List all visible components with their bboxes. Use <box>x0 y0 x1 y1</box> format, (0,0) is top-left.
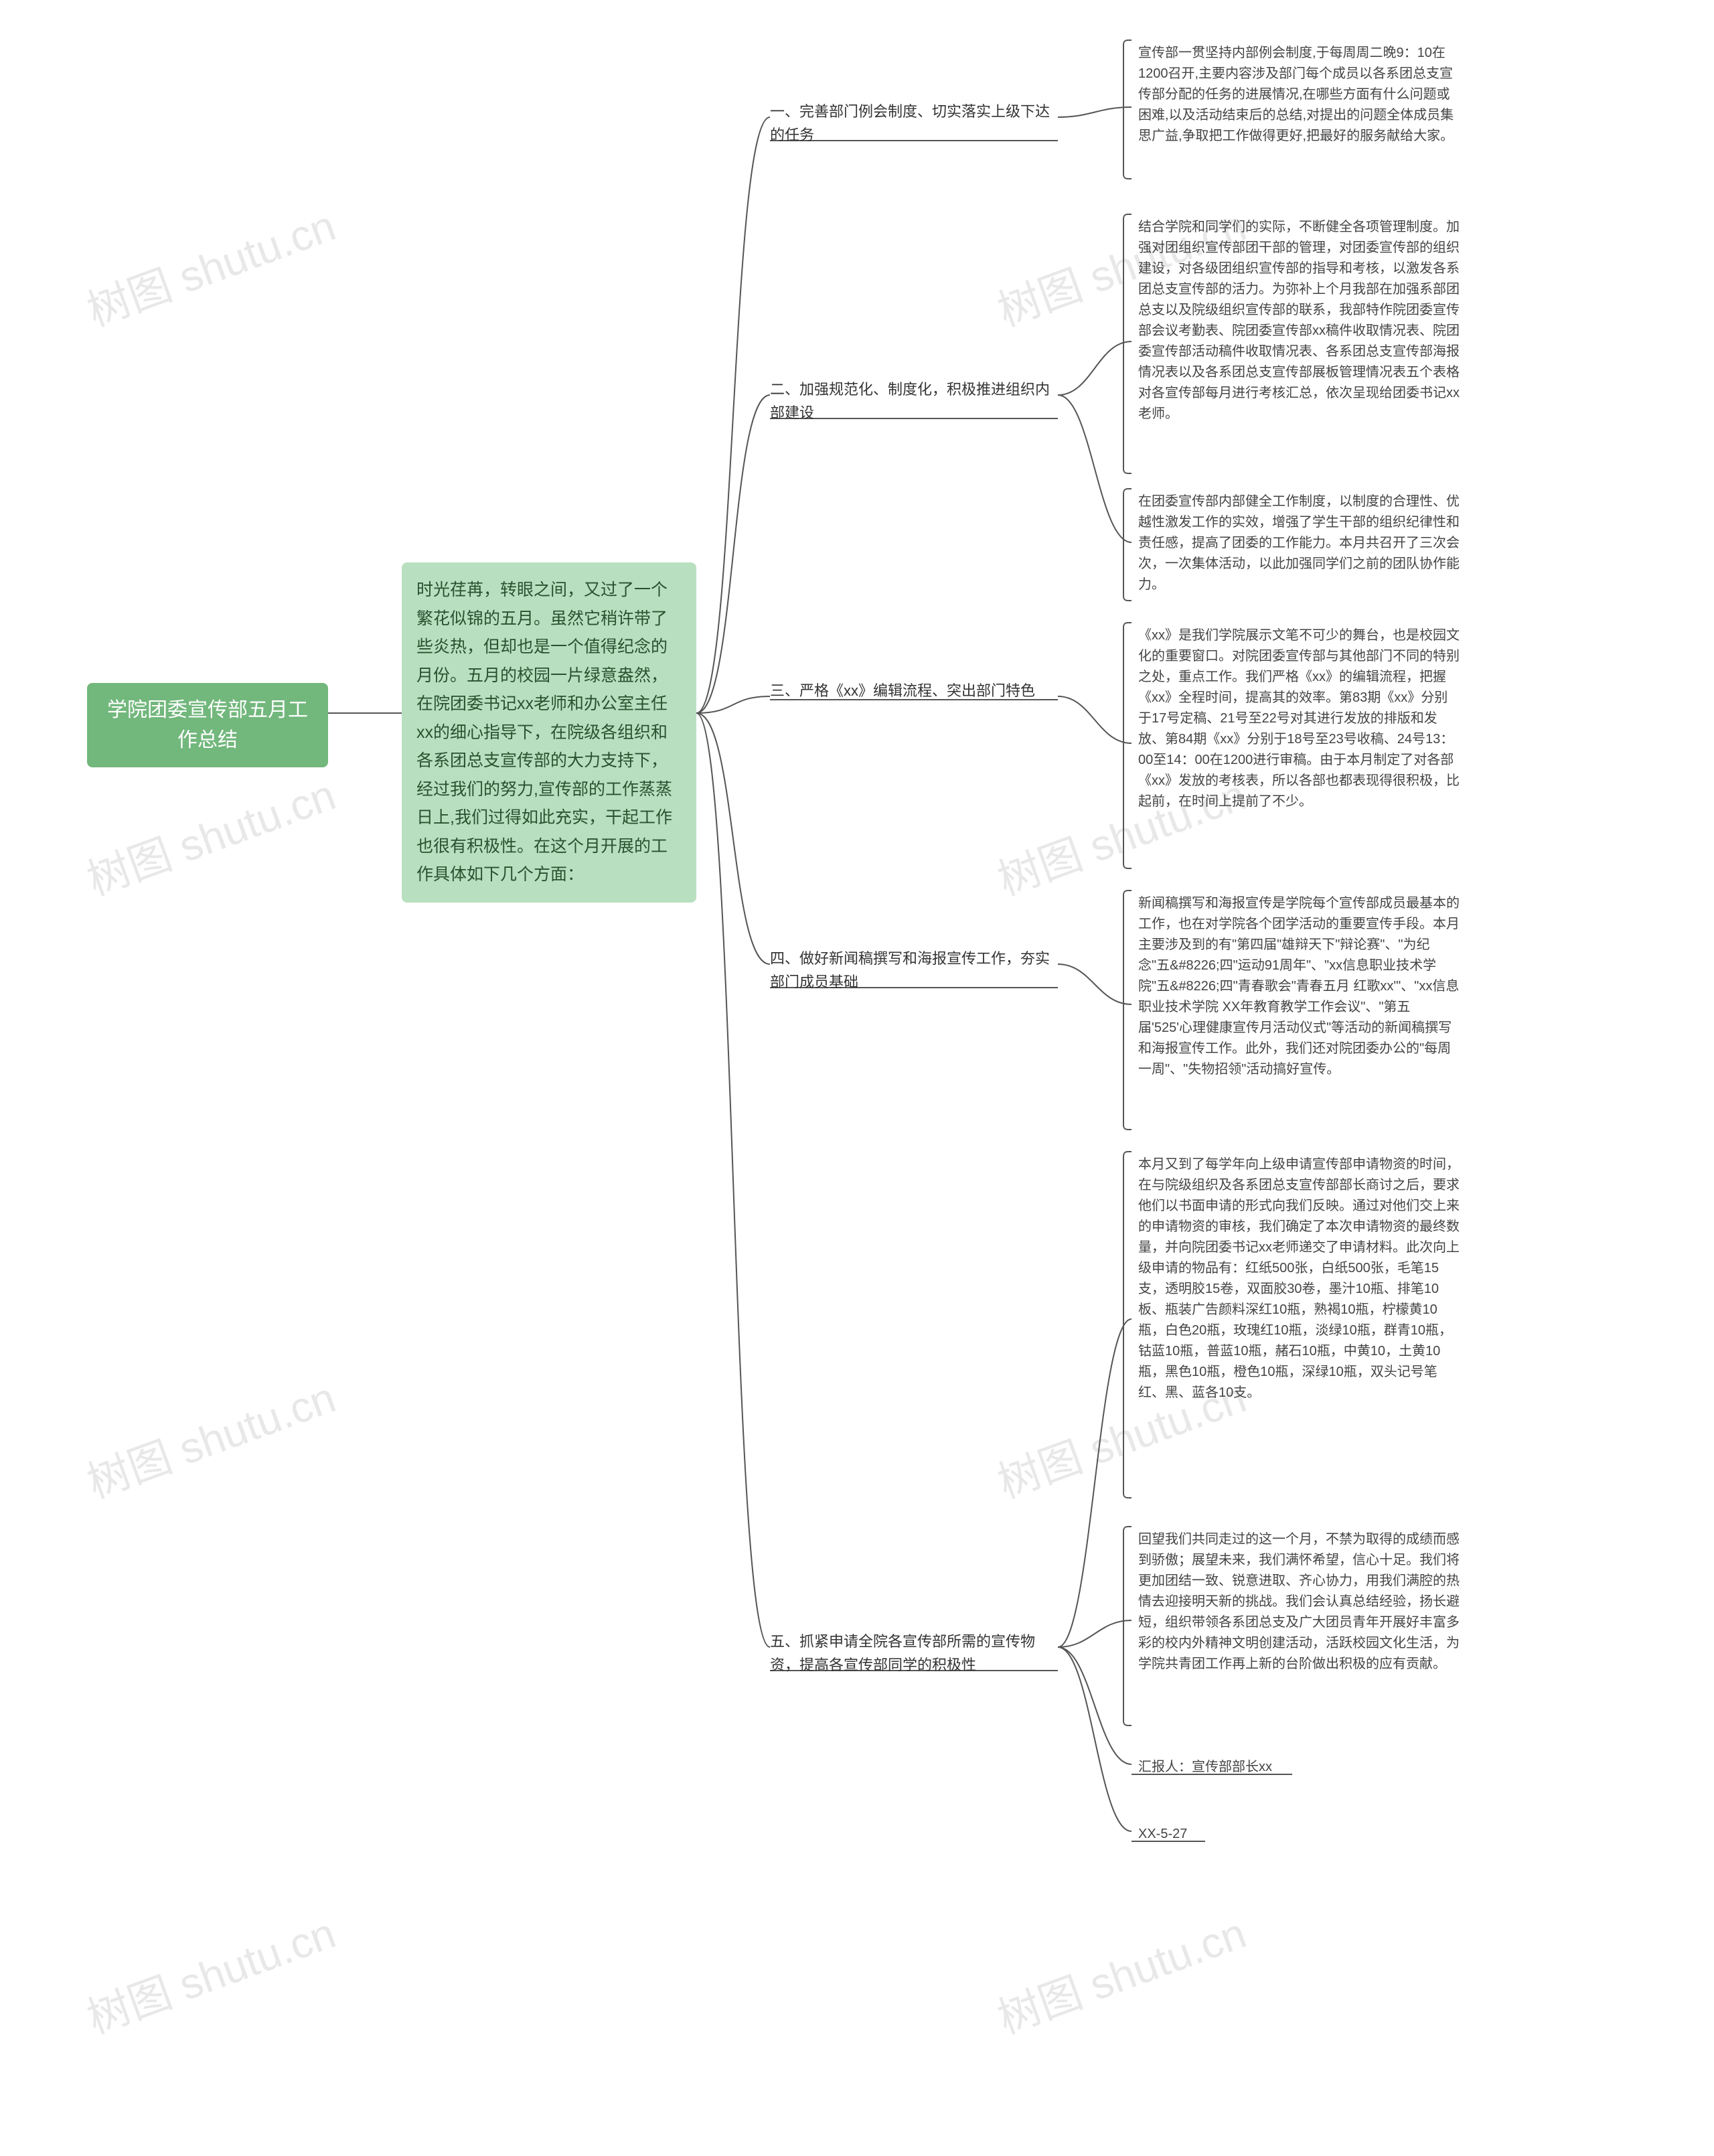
watermark: 树图 shutu.cn <box>78 1899 343 2046</box>
mindmap-leaf[interactable]: 新闻稿撰写和海报宣传是学院每个宣传部成员最基本的工作，也在对学院各个团学活动的重… <box>1138 891 1460 1083</box>
watermark: 树图 shutu.cn <box>78 1363 343 1510</box>
mindmap-leaf[interactable]: 回望我们共同走过的这一个月，不禁为取得的成绩而感到骄傲；展望未来，我们满怀希望，… <box>1138 1527 1460 1677</box>
watermark: 树图 shutu.cn <box>78 191 343 338</box>
mindmap-intro[interactable]: 时光荏苒，转眼之间，又过了一个繁花似锦的五月。虽然它稍许带了些炎热，但却也是一个… <box>402 562 696 903</box>
watermark: 树图 shutu.cn <box>78 761 343 907</box>
mindmap-leaf[interactable]: 宣传部一贯坚持内部例会制度,于每周周二晚9：10在1200召开,主要内容涉及部门… <box>1138 40 1460 149</box>
mindmap-leaf[interactable]: 在团委宣传部内部健全工作制度，以制度的合理性、优越性激发工作的实效，增强了学生干… <box>1138 489 1460 598</box>
mindmap-section-1[interactable]: 一、完善部门例会制度、切实落实上级下达的任务 <box>770 97 1058 149</box>
mindmap-leaf[interactable]: 《xx》是我们学院展示文笔不可少的舞台，也是校园文化的重要窗口。对院团委宣传部与… <box>1138 623 1460 815</box>
mindmap-section-4[interactable]: 四、做好新闻稿撰写和海报宣传工作，夯实部门成员基础 <box>770 944 1058 996</box>
mindmap-section-2[interactable]: 二、加强规范化、制度化，积极推进组织内部建设 <box>770 375 1058 427</box>
mindmap-section-3[interactable]: 三、严格《xx》编辑流程、突出部门特色 <box>770 676 1058 705</box>
mindmap-leaf[interactable]: 本月又到了每学年向上级申请宣传部申请物资的时间，在与院级组织及各系团总支宣传部部… <box>1138 1152 1460 1406</box>
mindmap-leaf-date[interactable]: XX-5-27 <box>1138 1821 1460 1847</box>
watermark: 树图 shutu.cn <box>988 1899 1253 2046</box>
mindmap-leaf-reporter[interactable]: 汇报人：宣传部部长xx <box>1138 1754 1460 1780</box>
mindmap-root[interactable]: 学院团委宣传部五月工作总结 <box>87 683 328 767</box>
mindmap-leaf[interactable]: 结合学院和同学们的实际，不断健全各项管理制度。加强对团组织宣传部团干部的管理，对… <box>1138 214 1460 427</box>
mindmap-section-5[interactable]: 五、抓紧申请全院各宣传部所需的宣传物资，提高各宣传部同学的积极性 <box>770 1627 1058 1679</box>
